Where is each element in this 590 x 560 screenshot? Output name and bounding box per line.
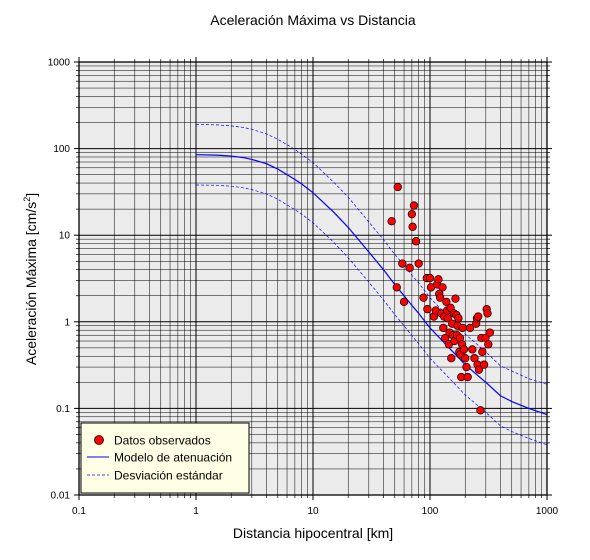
data-point	[485, 328, 495, 337]
x-tick-label: 1	[193, 506, 199, 517]
data-point	[411, 237, 421, 246]
data-point	[398, 259, 407, 268]
data-point	[438, 283, 447, 292]
y-tick-label: 10	[59, 231, 71, 242]
y-tick-label: 0.1	[56, 404, 70, 415]
y-tick-label: 0.01	[51, 491, 71, 502]
data-point	[465, 323, 475, 333]
x-tick-label: 10	[307, 506, 319, 517]
model-curve	[195, 154, 548, 416]
data-point	[451, 294, 460, 303]
data-point	[474, 365, 484, 374]
grid	[78, 61, 548, 496]
data-point	[407, 209, 417, 219]
data-point	[462, 362, 471, 372]
legend-label-deviation: Desviación estándar	[114, 469, 223, 483]
data-point	[423, 305, 432, 314]
data-point	[461, 354, 470, 363]
data-point	[476, 406, 485, 415]
data-point	[478, 347, 487, 356]
data-point	[439, 323, 448, 333]
data-point	[392, 283, 401, 292]
data-point	[414, 259, 423, 268]
x-tick-label: 100	[422, 506, 439, 517]
data-point	[484, 340, 493, 349]
legend-label-model: Modelo de atenuación	[114, 451, 232, 465]
data-point	[419, 293, 428, 302]
data-point	[408, 222, 417, 231]
y-tick-label: 1000	[48, 58, 71, 69]
data-point	[447, 354, 456, 363]
data-point	[441, 333, 450, 343]
y-axis-label-end: ]	[23, 193, 39, 197]
data-point	[468, 345, 477, 354]
data-point	[458, 323, 467, 333]
deviation-curve	[195, 124, 548, 385]
data-point	[474, 312, 483, 321]
data-point	[435, 293, 445, 302]
y-tick-label: 100	[53, 144, 70, 155]
y-tick-label: 1	[64, 317, 70, 328]
x-axis-label: Distancia hipocentral [km]	[233, 525, 393, 541]
legend-marker-observed	[94, 435, 104, 445]
x-tick-label: 1000	[536, 506, 559, 517]
data-point	[479, 360, 489, 369]
y-axis-label: Aceleración Máxima [cm/s2]	[22, 193, 39, 365]
data-point	[393, 182, 402, 192]
x-tick-label: 0.1	[72, 506, 86, 517]
data-point	[387, 217, 396, 226]
legend-label-observed: Datos observados	[114, 434, 211, 448]
chart-title: Aceleración Máxima vs Distancia	[210, 12, 416, 28]
legend: Datos observados Modelo de atenuación De…	[80, 422, 250, 494]
data-point	[454, 314, 463, 323]
data-point	[425, 273, 435, 283]
y-axis-label-sup: 2	[22, 197, 32, 202]
data-point	[409, 201, 419, 210]
data-point	[399, 297, 409, 306]
legend-box	[80, 422, 250, 494]
data-point	[459, 345, 469, 354]
data-point	[434, 275, 443, 284]
data-point	[442, 297, 451, 306]
data-point	[463, 372, 472, 382]
data-point	[443, 314, 452, 323]
data-point	[405, 263, 414, 272]
y-axis-label-main: Aceleración Máxima [cm/s	[23, 202, 39, 365]
data-point	[483, 309, 492, 318]
deviation-curve	[195, 184, 548, 446]
